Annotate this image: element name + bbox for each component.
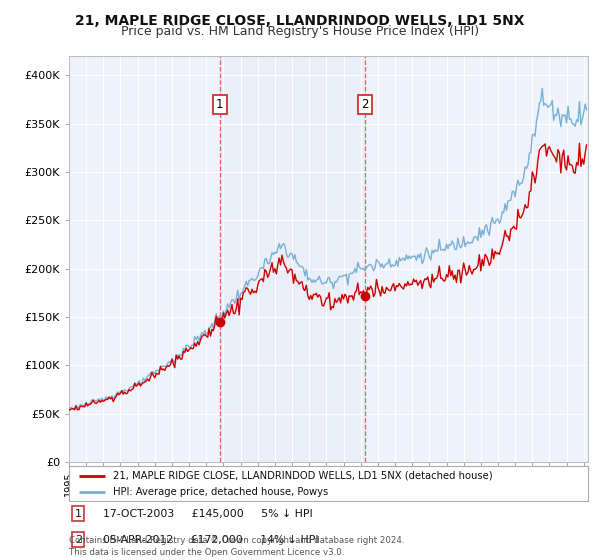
Text: HPI: Average price, detached house, Powys: HPI: Average price, detached house, Powy… (113, 487, 328, 497)
Text: 2: 2 (361, 98, 369, 111)
Text: 2: 2 (75, 535, 82, 545)
Text: 21, MAPLE RIDGE CLOSE, LLANDRINDOD WELLS, LD1 5NX (detached house): 21, MAPLE RIDGE CLOSE, LLANDRINDOD WELLS… (113, 471, 493, 481)
Text: Price paid vs. HM Land Registry's House Price Index (HPI): Price paid vs. HM Land Registry's House … (121, 25, 479, 38)
Text: Contains HM Land Registry data © Crown copyright and database right 2024.
This d: Contains HM Land Registry data © Crown c… (69, 536, 404, 557)
Text: 1: 1 (216, 98, 224, 111)
Text: 1: 1 (75, 509, 82, 519)
Text: 17-OCT-2003     £145,000     5% ↓ HPI: 17-OCT-2003 £145,000 5% ↓ HPI (103, 509, 313, 519)
Bar (220, 56, 365, 462)
Text: 05-APR-2012     £172,000     14% ↓ HPI: 05-APR-2012 £172,000 14% ↓ HPI (103, 535, 319, 545)
Text: 21, MAPLE RIDGE CLOSE, LLANDRINDOD WELLS, LD1 5NX: 21, MAPLE RIDGE CLOSE, LLANDRINDOD WELLS… (75, 14, 525, 28)
